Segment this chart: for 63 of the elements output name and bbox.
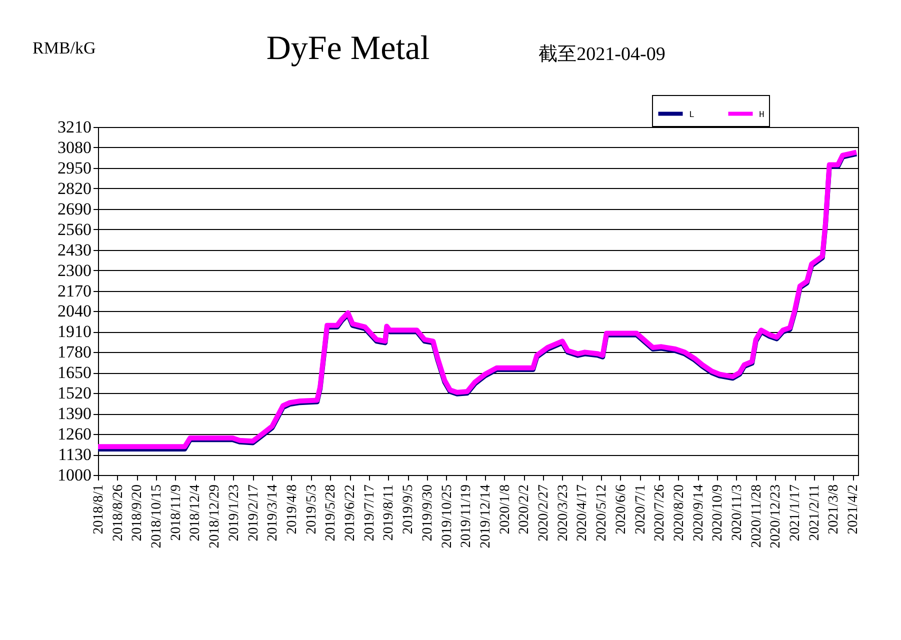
x-tick-label: 2019/4/8: [284, 484, 300, 534]
x-tick-label: 2018/12/4: [188, 484, 204, 542]
x-tick-label: 2021/4/2: [846, 484, 862, 534]
y-tick-label: 2820: [58, 178, 92, 198]
x-tick-label: 2018/12/29: [208, 484, 223, 548]
y-tick-label: 3080: [58, 138, 92, 157]
x-tick-label: 2020/4/17: [575, 484, 590, 542]
x-tick-label: 2019/6/22: [343, 484, 358, 542]
x-tick-label: 2019/5/3: [304, 484, 320, 534]
x-tick-label: 2020/10/9: [710, 484, 726, 542]
x-tick-label: 2020/2/27: [536, 484, 552, 542]
x-tick-label: 2018/11/9: [168, 484, 184, 541]
y-tick-label: 2690: [58, 199, 92, 218]
x-tick-label: 2020/2/2: [517, 484, 532, 534]
x-tick-label: 2020/3/23: [556, 484, 571, 542]
x-tick-label: 2021/1/17: [788, 484, 804, 542]
x-tick-label: 2019/7/17: [362, 484, 378, 542]
x-tick-label: 2019/9/30: [420, 484, 436, 542]
legend-label: L: [689, 110, 694, 120]
y-tick-label: 1910: [58, 322, 92, 342]
x-tick-label: 2018/9/20: [130, 484, 146, 542]
y-tick-label: 1780: [58, 342, 92, 362]
y-tick-label: 1130: [58, 445, 92, 464]
x-tick-label: 2020/1/8: [498, 484, 513, 534]
x-tick-label: 2019/11/19: [459, 484, 474, 548]
x-tick-label: 2019/10/25: [440, 484, 455, 548]
chart-title: DyFe Metal: [266, 30, 430, 67]
x-tick-label: 2020/12/23: [768, 484, 784, 548]
y-tick-label: 2040: [58, 302, 92, 321]
x-tick-label: 2019/1/23: [226, 484, 242, 542]
x-tick-label: 2021/3/8: [826, 484, 842, 534]
x-tick-label: 2019/5/28: [324, 484, 339, 542]
y-tick-label: 2560: [58, 220, 92, 239]
y-tick-label: 1390: [58, 404, 92, 424]
x-tick-label: 2020/11/3: [730, 484, 745, 541]
x-tick-label: 2019/2/17: [246, 484, 262, 542]
y-tick-label: 1000: [58, 466, 92, 484]
x-tick-label: 2020/11/28: [749, 484, 764, 548]
x-tick-label: 2018/8/1: [92, 484, 106, 534]
x-tick-label: 2019/12/14: [478, 484, 494, 548]
legend-label: H: [759, 110, 764, 120]
y-tick-label: 2300: [58, 260, 92, 280]
y-tick-label: 2170: [58, 281, 92, 300]
y-tick-label: 2950: [58, 158, 92, 178]
x-tick-label: 2018/8/26: [110, 484, 126, 542]
x-tick-label: 2020/7/26: [652, 484, 668, 542]
chart-subtitle: 截至2021-04-09: [538, 44, 666, 65]
y-tick-label: 2430: [58, 240, 92, 260]
x-tick-label: 2020/9/14: [691, 484, 706, 542]
x-tick-label: 2020/6/6: [614, 484, 629, 534]
y-axis-title: RMB/kG: [32, 38, 96, 58]
x-tick-label: 2020/8/20: [672, 484, 687, 542]
x-tick-label: 2020/7/1: [633, 484, 648, 534]
x-tick-label: 2019/9/5: [401, 484, 416, 534]
x-tick-label: 2018/10/15: [150, 484, 165, 548]
x-tick-label: 2021/2/11: [807, 484, 822, 541]
y-tick-label: 3210: [58, 118, 92, 136]
x-tick-label: 2019/8/11: [382, 484, 397, 541]
x-tick-label: 2020/5/12: [594, 484, 610, 542]
y-tick-label: 1520: [58, 384, 92, 403]
y-tick-label: 1650: [58, 363, 92, 382]
x-tick-label: 2019/3/14: [266, 484, 281, 542]
y-tick-label: 1260: [58, 424, 92, 444]
